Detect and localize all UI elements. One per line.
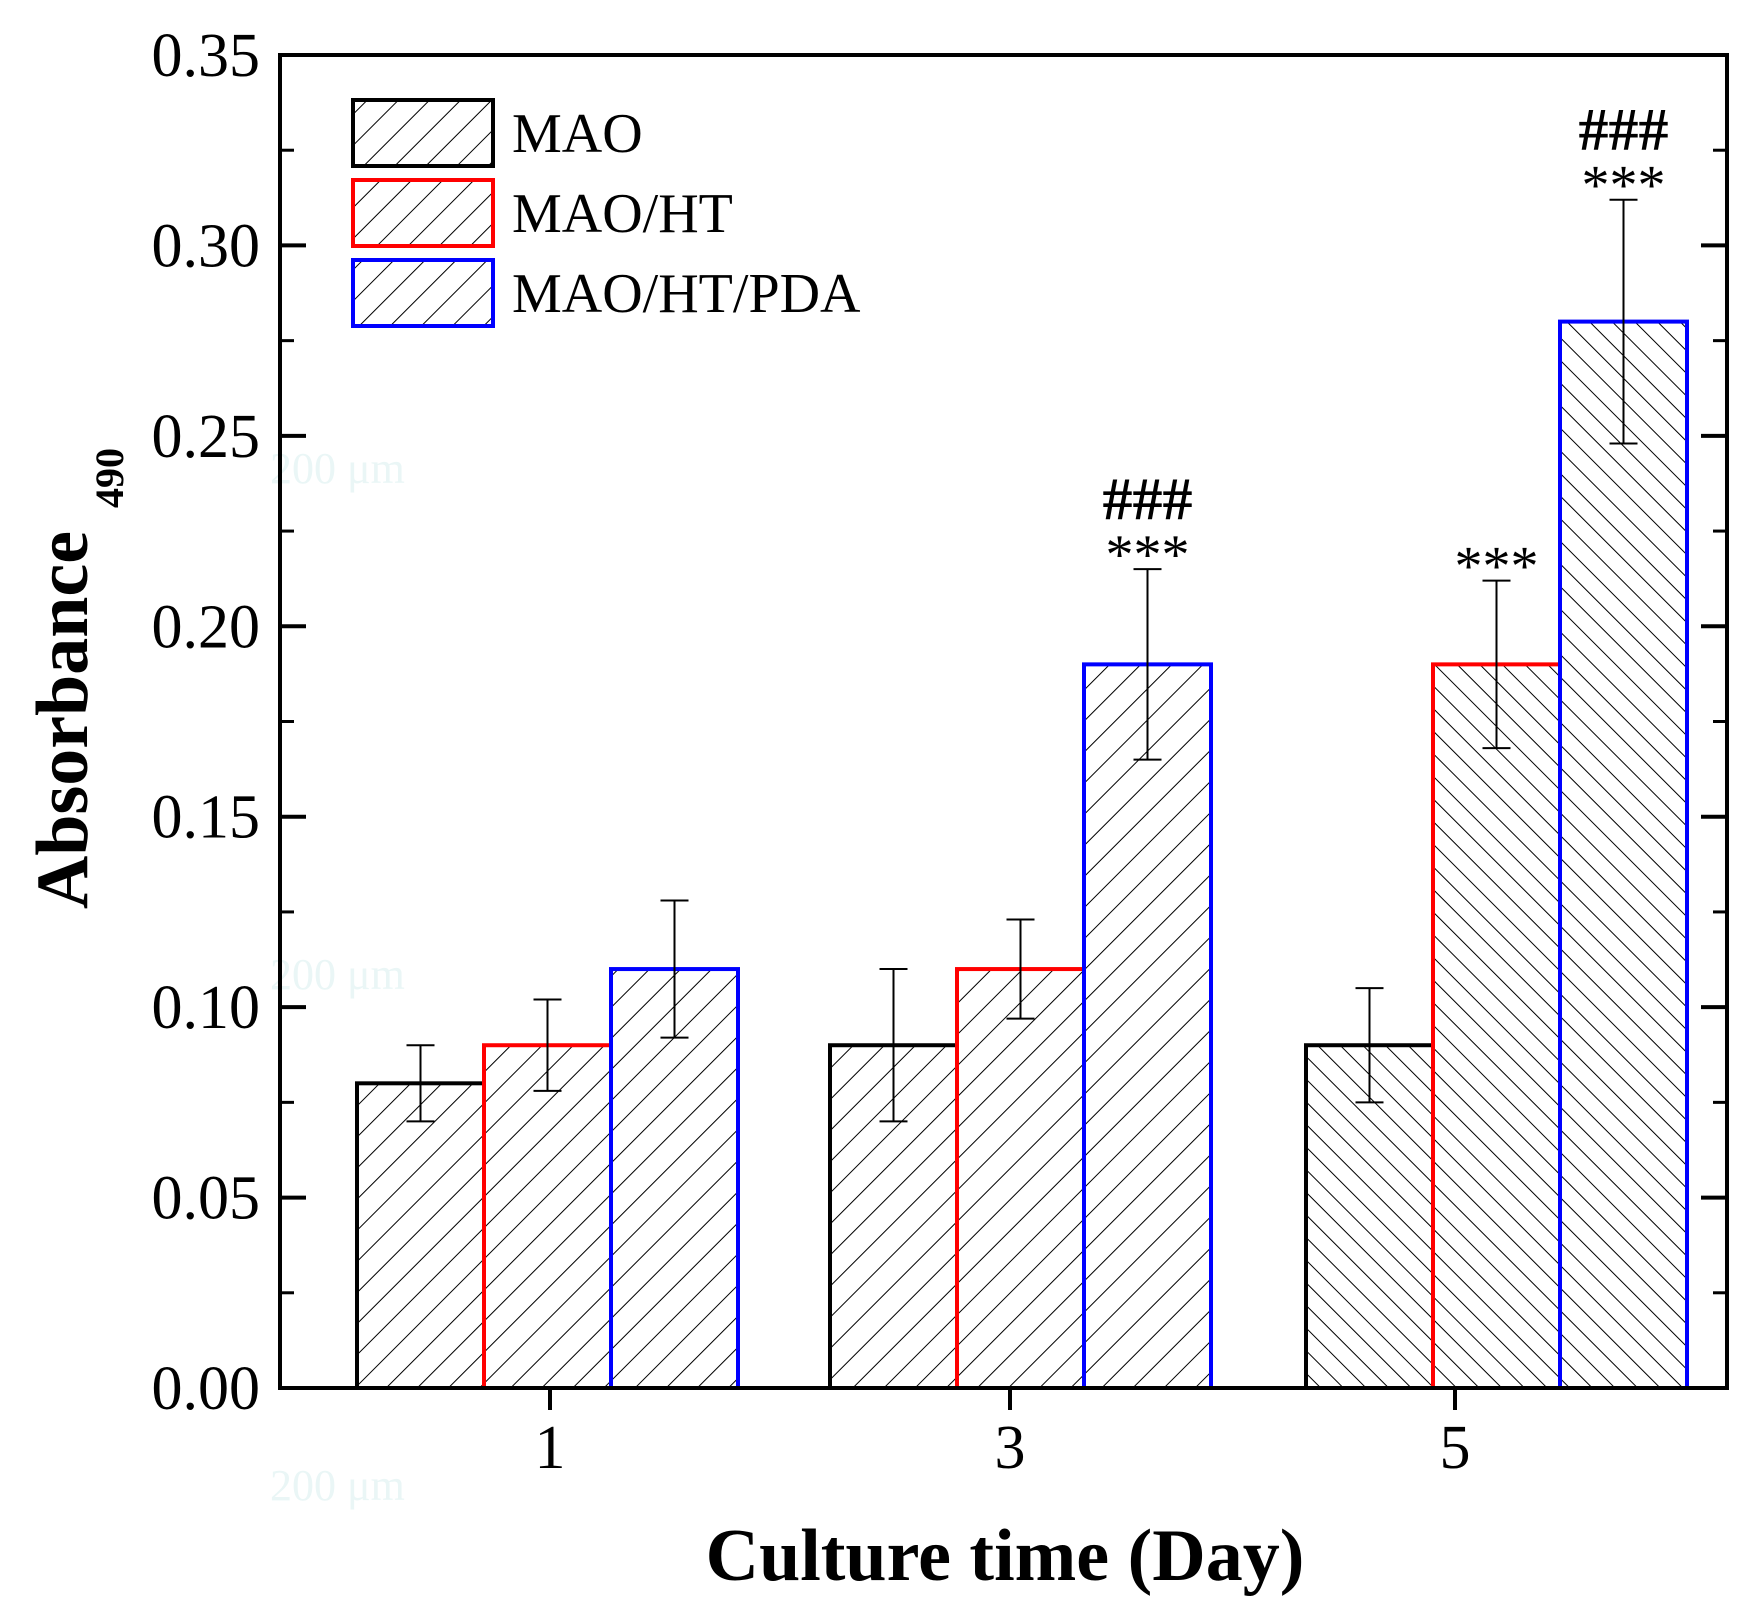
significance-hashes: ### — [1103, 466, 1193, 532]
bar — [1431, 662, 1562, 1390]
x-axis-ticks: 1 3 5 — [535, 1388, 1471, 1482]
x-tick-label: 1 — [535, 1414, 566, 1482]
significance-stars: *** — [1582, 155, 1666, 217]
x-tick-label: 5 — [1440, 1414, 1471, 1482]
legend-label: MAO/HT — [512, 183, 733, 245]
significance-stars: *** — [1455, 536, 1539, 598]
significance-annotations: ***###******### — [1103, 97, 1669, 598]
y-axis-title-subscript: 490 — [87, 448, 132, 508]
bar — [955, 967, 1086, 1390]
bar — [609, 967, 740, 1390]
legend-label: MAO/HT/PDA — [512, 263, 861, 325]
y-tick-label: 0.15 — [152, 784, 261, 852]
legend: MAO MAO/HT MAO/HT/PDA — [351, 98, 861, 328]
legend-swatch — [351, 98, 495, 168]
watermark-text: 200 μm — [270, 444, 405, 493]
y-tick-label: 0.10 — [152, 974, 261, 1042]
y-tick-label: 0.00 — [152, 1355, 261, 1423]
significance-hashes: ### — [1579, 97, 1669, 163]
bar — [1082, 662, 1213, 1390]
y-tick-label: 0.30 — [152, 212, 261, 280]
watermark-text: 200 μm — [270, 950, 405, 999]
bar — [355, 1081, 486, 1391]
bars-layer — [355, 319, 1689, 1391]
bar — [1558, 319, 1689, 1391]
legend-swatch — [351, 178, 495, 248]
significance-stars: *** — [1106, 524, 1190, 586]
legend-label: MAO — [512, 103, 643, 165]
y-tick-label: 0.35 — [152, 22, 261, 90]
error-bars-layer — [406, 198, 1638, 1123]
y-axis-title-group: Absorbance 490 — [22, 448, 132, 909]
legend-swatch — [351, 258, 495, 328]
y-tick-label: 0.20 — [152, 593, 261, 661]
y-tick-label: 0.05 — [152, 1165, 261, 1233]
bar — [482, 1043, 613, 1390]
y-axis-title: Absorbance — [22, 531, 104, 909]
watermark-text: 200 μm — [270, 1461, 405, 1510]
x-axis-title: Culture time (Day) — [706, 1515, 1305, 1597]
y-axis-ticks: 0.00 0.05 0.10 0.15 0.20 0.25 0.30 0.35 — [152, 22, 1727, 1423]
x-tick-label: 3 — [995, 1414, 1026, 1482]
y-tick-label: 0.25 — [152, 403, 261, 471]
